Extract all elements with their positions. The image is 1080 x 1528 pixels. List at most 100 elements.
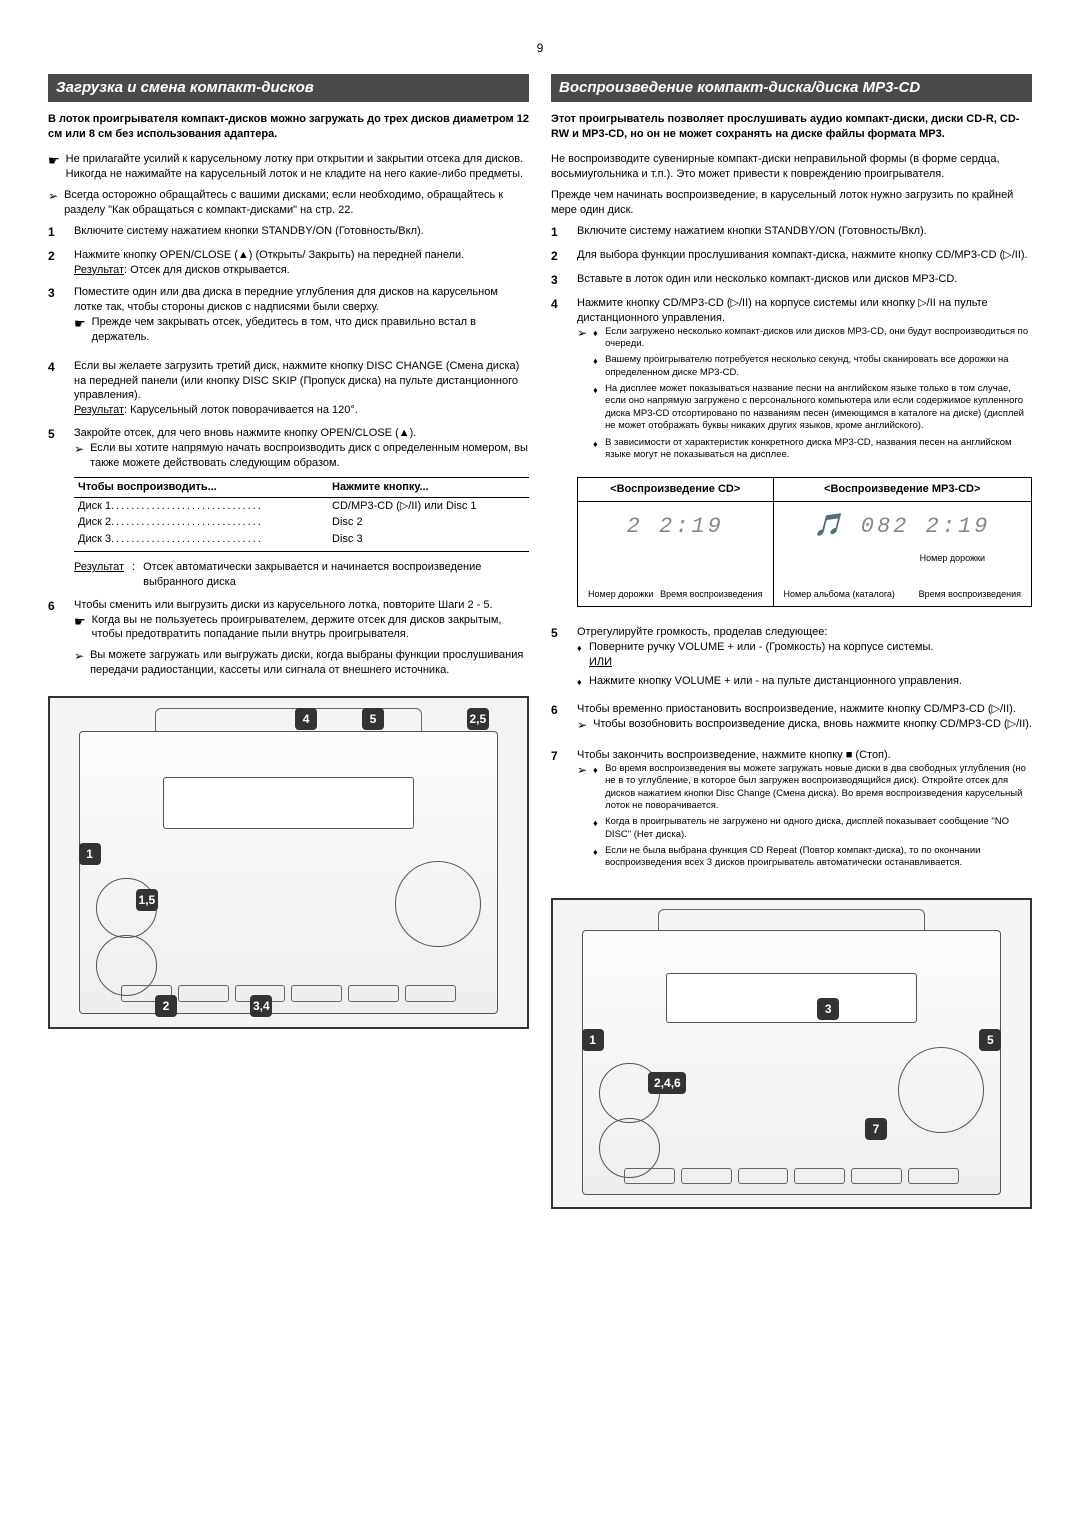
arrow-text: Если вы хотите напрямую начать воспроизв…: [90, 441, 529, 471]
hand-icon: [74, 613, 86, 643]
disc-table: Чтобы воспроизводить...Нажмите кнопку...…: [74, 477, 529, 552]
badge: 1: [79, 843, 101, 865]
td: Disc 2: [328, 514, 529, 531]
bullet: На дисплее может показываться название п…: [593, 383, 1032, 432]
right-para2: Прежде чем начинать воспроизведение, в к…: [551, 188, 1032, 218]
rstep4-bullets: Если загружено несколько компакт-дисков …: [577, 326, 1032, 471]
device-illustration-right: 1 2,4,6 3 5 7: [551, 898, 1032, 1210]
step-text: Чтобы закончить воспроизведение, нажмите…: [577, 749, 891, 761]
arrow-icon: [74, 648, 84, 678]
cell: Диск 1: [78, 500, 111, 512]
mp3-digits: 🎵 082 2:19: [780, 512, 1026, 542]
mp3-cell: 🎵 082 2:19 Номер дорожки Номер альбома (…: [773, 502, 1032, 607]
cd-digits: 2 2:19: [584, 512, 767, 542]
bullet: Вашему проигрывателю потребуется несколь…: [593, 354, 1032, 379]
mp3-time-label: Время воспроизведения: [919, 588, 1021, 600]
step-body: Нажмите кнопку OPEN/CLOSE (▲) (Открыть/ …: [74, 248, 529, 278]
step-body: Чтобы сменить или выгрузить диски из кар…: [74, 598, 529, 684]
step-4: Если вы желаете загрузить третий диск, н…: [48, 359, 529, 418]
two-column-layout: Загрузка и смена компакт-дисков В лоток …: [48, 74, 1032, 1209]
step6-arrow: Вы можете загружать или выгружать диски,…: [74, 648, 529, 678]
step-body: Если вы желаете загрузить третий диск, н…: [74, 359, 529, 418]
arrow-icon: [48, 188, 58, 218]
td: Диск 2: [74, 514, 328, 531]
step-3: Поместите один или два диска в передние …: [48, 285, 529, 350]
result-label: Результат: [74, 560, 124, 590]
step-body: Чтобы закончить воспроизведение, нажмите…: [577, 748, 1032, 886]
step-text: Поместите один или два диска в передние …: [74, 286, 498, 313]
badge: 1: [582, 1029, 604, 1051]
step3-note: Прежде чем закрывать отсек, убедитесь в …: [74, 315, 529, 345]
note-text: Когда вы не пользуетесь проигрывателем, …: [92, 613, 529, 643]
note-text: Всегда осторожно обращайтесь с вашими ди…: [64, 188, 529, 218]
step-body: Закройте отсек, для чего вновь нажмите к…: [74, 426, 529, 590]
rstep7-bullets: Во время воспроизведения вы можете загру…: [577, 763, 1032, 880]
step-body: Чтобы временно приостановить воспроизвед…: [577, 702, 1032, 740]
note-handling: Всегда осторожно обращайтесь с вашими ди…: [48, 188, 529, 218]
bullet: Поверните ручку VOLUME + или - (Громкост…: [577, 640, 1032, 670]
badge: 7: [865, 1118, 887, 1140]
badge: 3,4: [250, 995, 272, 1017]
cell: Диск 3: [78, 533, 111, 545]
device-illustration-left: 5 4 2,5 1 1,5 2 3,4: [48, 696, 529, 1029]
badge: 2,5: [467, 708, 489, 730]
step5-result: Результат: Отсек автоматически закрывает…: [74, 560, 529, 590]
rstep-7: Чтобы закончить воспроизведение, нажмите…: [551, 748, 1032, 886]
right-column: Воспроизведение компакт-диска/диска MP3-…: [551, 74, 1032, 1209]
rstep6-arrow: Чтобы возобновить воспроизведение диска,…: [577, 717, 1032, 734]
step-text: Отрегулируйте громкость, проделав следую…: [577, 626, 827, 638]
badge: 2: [155, 995, 177, 1017]
right-para1: Не воспроизводите сувенирные компакт-дис…: [551, 152, 1032, 182]
or-label: ИЛИ: [589, 656, 612, 668]
right-section-title: Воспроизведение компакт-диска/диска MP3-…: [551, 74, 1032, 102]
step5-arrow: Если вы хотите напрямую начать воспроизв…: [74, 441, 529, 471]
result-text: : Карусельный лоток поворачивается на 12…: [124, 404, 358, 416]
display-table: <Воспроизведение CD> <Воспроизведение MP…: [577, 477, 1032, 607]
right-intro: Этот проигрыватель позволяет прослушиват…: [551, 112, 1032, 142]
arrow-icon: [577, 763, 587, 880]
th-play: Чтобы воспроизводить...: [74, 477, 328, 497]
step-text: Если вы желаете загрузить третий диск, н…: [74, 360, 519, 402]
step6-note: Когда вы не пользуетесь проигрывателем, …: [74, 613, 529, 643]
arrow-text: Чтобы возобновить воспроизведение диска,…: [593, 717, 1032, 734]
step-body: Включите систему нажатием кнопки STANDBY…: [577, 224, 1032, 240]
badge: 2,4,6: [648, 1072, 686, 1094]
td: Disc 3: [328, 531, 529, 551]
td: Диск 3: [74, 531, 328, 551]
hand-icon: [74, 315, 86, 345]
result-label: Результат: [74, 264, 124, 276]
bullet: Если загружено несколько компакт-дисков …: [593, 326, 1032, 351]
step-1: Включите систему нажатием кнопки STANDBY…: [48, 224, 529, 240]
rstep-4: Нажмите кнопку CD/MP3-CD (▷/II) на корпу…: [551, 296, 1032, 617]
note-text: Прежде чем закрывать отсек, убедитесь в …: [92, 315, 529, 345]
result-text: Отсек автоматически закрывается и начина…: [143, 560, 529, 590]
cd-cell: 2 2:19 Номер дорожки Время воспроизведен…: [578, 502, 774, 607]
left-column: Загрузка и смена компакт-дисков В лоток …: [48, 74, 529, 1209]
left-section-title: Загрузка и смена компакт-дисков: [48, 74, 529, 102]
note-text: Не прилагайте усилий к карусельному лотк…: [66, 152, 523, 182]
badge: 5: [362, 708, 384, 730]
rstep-3: Вставьте в лоток один или несколько комп…: [551, 272, 1032, 288]
mp3-album-label: Номер альбома (каталога): [784, 588, 895, 600]
left-intro: В лоток проигрывателя компакт-дисков мож…: [48, 112, 529, 142]
hand-icon: [48, 152, 60, 182]
arrow-text: Вы можете загружать или выгружать диски,…: [90, 648, 529, 678]
step-body: Включите систему нажатием кнопки STANDBY…: [74, 224, 529, 240]
mp3-track-label: Номер дорожки: [920, 552, 985, 564]
result-text: : Отсек для дисков открывается.: [124, 264, 290, 276]
td: Диск 1: [74, 497, 328, 514]
cell: Диск 2: [78, 516, 111, 528]
arrow-icon: [577, 326, 587, 471]
step-5: Закройте отсек, для чего вновь нажмите к…: [48, 426, 529, 590]
left-steps: Включите систему нажатием кнопки STANDBY…: [48, 224, 529, 684]
step-text: Нажмите кнопку OPEN/CLOSE (▲) (Открыть/ …: [74, 249, 464, 261]
step-text: Чтобы сменить или выгрузить диски из кар…: [74, 599, 493, 611]
step-body: Отрегулируйте громкость, проделав следую…: [577, 625, 1032, 694]
bullet: В зависимости от характеристик конкретно…: [593, 437, 1032, 462]
step-text: Чтобы временно приостановить воспроизвед…: [577, 703, 1016, 715]
rstep-5: Отрегулируйте громкость, проделав следую…: [551, 625, 1032, 694]
step-text: Закройте отсек, для чего вновь нажмите к…: [74, 427, 416, 439]
step-body: Вставьте в лоток один или несколько комп…: [577, 272, 1032, 288]
rstep-1: Включите систему нажатием кнопки STANDBY…: [551, 224, 1032, 240]
td: CD/MP3-CD (▷/II) или Disc 1: [328, 497, 529, 514]
